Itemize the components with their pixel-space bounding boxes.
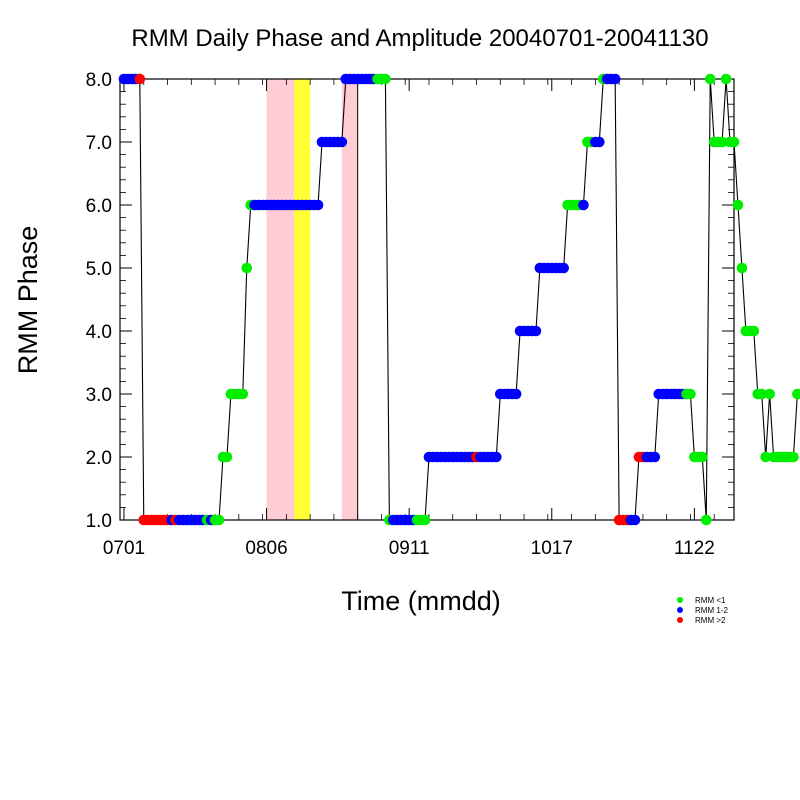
legend-label-0: RMM <1 [695,596,726,605]
y-tick-label-7: 8.0 [86,70,112,91]
phase-point [629,514,641,526]
phase-point [685,388,696,400]
shaded-span-0 [266,79,295,520]
phase-point [312,199,324,211]
phase-point [788,451,799,463]
x-tick-label-2: 0911 [389,538,430,559]
legend-marker-0 [677,597,683,603]
phase-point [760,451,771,463]
legend-label-2: RMM >2 [695,616,726,625]
phase-point [221,451,233,463]
x-tick-label-0: 0701 [103,538,145,559]
axis-ticks: 1.0 2.0 3.0 4.0 5.0 6.0 7.0 8.0 0701 0806 0911 1017… [86,70,734,559]
phase-points [118,73,800,526]
phase-point [510,388,522,400]
phase-point [697,451,708,463]
phase-point [241,262,253,274]
y-tick-label-4: 5.0 [86,259,112,280]
phase-point [728,136,740,148]
phase-point [649,451,661,463]
phase-point [700,514,712,526]
phase-point [594,136,605,148]
shaded-span-1 [294,79,311,520]
phase-point [796,388,800,400]
x-tick-label-3: 1017 [531,538,573,559]
x-tick-label-1: 0806 [245,538,287,559]
phase-point [213,514,225,526]
phase-point [736,262,748,274]
y-tick-label-3: 4.0 [86,322,112,343]
y-axis-label: RMM Phase [13,226,43,375]
shaded-span-2 [341,79,358,520]
phase-point [419,514,431,526]
y-tick-label-5: 6.0 [86,196,112,217]
phase-point [756,388,768,400]
phase-point [716,136,728,148]
phase-point [558,262,569,274]
phase-point [237,388,249,400]
phase-point [720,73,732,85]
phase-point [748,325,760,337]
y-tick-label-2: 3.0 [86,385,112,406]
x-axis-label: Time (mmdd) [341,586,501,616]
phase-point [732,199,744,211]
y-tick-label-0: 1.0 [86,511,112,532]
phase-point [336,136,348,148]
phase-point [764,388,775,400]
phase-point [380,73,391,85]
legend-marker-1 [677,607,683,613]
phase-point [530,325,542,337]
chart-title: RMM Daily Phase and Amplitude 20040701-2… [131,25,708,52]
phase-point [134,73,146,85]
phase-point [704,73,716,85]
x-tick-label-4: 1122 [674,538,715,559]
legend-label-1: RMM 1-2 [695,606,728,615]
legend-marker-2 [677,617,683,623]
phase-point [578,199,589,211]
y-tick-label-6: 7.0 [86,133,112,154]
shaded-spans [266,79,359,520]
y-tick-label-1: 2.0 [86,448,112,469]
phase-point [491,451,502,463]
phase-point [609,73,621,85]
